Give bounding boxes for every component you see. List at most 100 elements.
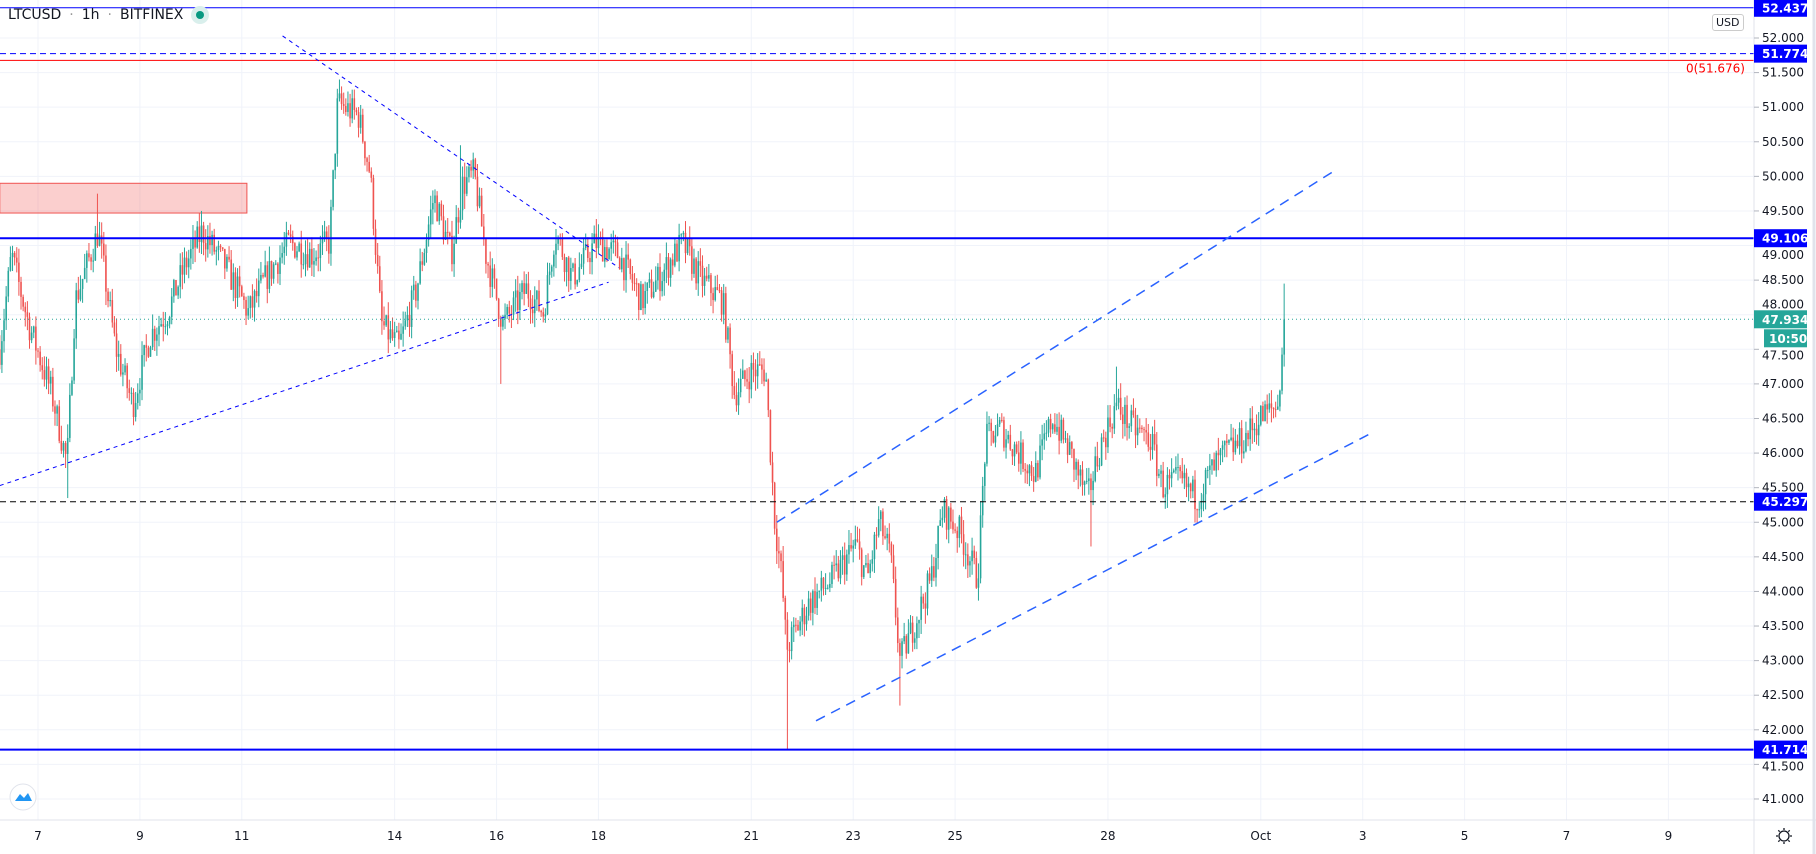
candle-down	[408, 314, 411, 327]
candle-down	[814, 591, 816, 608]
candle-up	[935, 558, 937, 578]
last-price-label-bg	[1754, 310, 1807, 329]
candle-up	[207, 236, 209, 250]
candle-up	[274, 263, 277, 265]
candle-up	[1045, 432, 1048, 434]
candle-up	[1047, 419, 1050, 433]
candle-up	[737, 392, 740, 406]
candle-up	[1279, 390, 1281, 407]
trendlines[interactable]: 0(51.676)	[0, 7, 1754, 751]
candle-up	[232, 272, 235, 290]
candle-down	[111, 300, 114, 323]
candle-down	[442, 216, 445, 240]
candle-up	[117, 353, 120, 357]
candle-down	[60, 440, 63, 451]
price-tick-label: 49.000	[1762, 248, 1804, 262]
candle-down	[1049, 419, 1052, 430]
trendline-channel-bottom[interactable]	[815, 431, 1374, 722]
candle-up	[550, 266, 553, 272]
candle-down	[1096, 456, 1099, 467]
candle-up	[272, 264, 275, 279]
candle-down	[13, 252, 16, 258]
candle-up	[249, 296, 252, 309]
candle-up	[846, 554, 848, 575]
candle-down	[26, 312, 29, 317]
market-status-icon[interactable]	[191, 6, 210, 24]
candle-down	[614, 240, 617, 243]
candle-up	[151, 328, 154, 348]
candle-down	[601, 237, 604, 262]
price-tick-label: 51.500	[1762, 66, 1804, 80]
candle-up	[453, 243, 455, 265]
candle-down	[105, 255, 107, 292]
candle-up	[1177, 467, 1179, 469]
tradingview-logo-icon[interactable]	[9, 783, 37, 811]
price-tick-label: 52.000	[1762, 31, 1804, 45]
candle-down	[795, 624, 797, 626]
candle-up	[45, 366, 48, 380]
candle-up	[1075, 461, 1077, 470]
candle-up	[332, 170, 334, 207]
candle-up	[1056, 426, 1058, 432]
candle-down	[376, 254, 379, 267]
candle-down	[1189, 483, 1192, 492]
candle-up	[62, 443, 65, 451]
candle-up	[56, 406, 58, 414]
candle-up	[183, 257, 186, 275]
candle-up	[1124, 404, 1126, 424]
candle-up	[1098, 465, 1101, 467]
candle-up	[986, 423, 988, 464]
candle-down	[882, 511, 884, 537]
candle-up	[1206, 469, 1209, 471]
candle-down	[90, 257, 92, 262]
candle-down	[875, 534, 878, 536]
candle-up	[886, 533, 888, 539]
candle-up	[410, 290, 413, 327]
candle-down	[366, 158, 368, 162]
candle-down	[1081, 469, 1084, 485]
candle-up	[1060, 419, 1063, 441]
candle-up	[848, 545, 850, 555]
candle-down	[1181, 471, 1184, 479]
candle-down	[421, 261, 424, 265]
candle-down	[731, 354, 733, 387]
candle-down	[1247, 432, 1249, 440]
candle-down	[659, 266, 661, 292]
candle-down	[701, 265, 704, 286]
candle-up	[722, 293, 725, 315]
candle-down	[20, 281, 22, 297]
candle-down	[1011, 449, 1014, 457]
price-label: 41.714	[1762, 743, 1808, 757]
trendline-ascending[interactable]	[0, 281, 609, 487]
candle-down	[945, 499, 948, 530]
candle-up	[680, 234, 683, 236]
candle-up	[1166, 474, 1169, 495]
candle-down	[1255, 428, 1258, 436]
resistance-zone[interactable]	[0, 182, 248, 214]
candle-up	[109, 300, 111, 302]
candle-down	[41, 365, 44, 371]
candle-down	[542, 312, 545, 317]
candle-up	[143, 345, 145, 356]
drawings[interactable]	[0, 182, 248, 214]
candle-up	[419, 261, 421, 284]
price-axis[interactable]: 41.000 41.500 42.000 42.500 43.000 43.500 44.0…	[1754, 31, 1804, 806]
candle-up	[820, 577, 823, 591]
candle-up	[816, 591, 818, 608]
currency-button[interactable]: USD	[1712, 14, 1744, 31]
candle-up	[525, 283, 528, 294]
settings-gear-icon[interactable]	[1776, 828, 1792, 844]
price-axis-bg[interactable]	[1754, 0, 1816, 820]
candle-down	[1037, 463, 1039, 478]
candle-down	[1077, 461, 1080, 476]
candle-down	[342, 104, 345, 106]
trendline-channel-top[interactable]	[776, 171, 1333, 523]
trendline-descending[interactable]	[282, 35, 620, 269]
candle-up	[1020, 442, 1022, 464]
candle-down	[684, 232, 687, 254]
time-axis[interactable]: 7 9 11 14 16 18 21 23 25 28 Oct 3 5 7 9	[34, 829, 1672, 843]
price-tick-label: 43.500	[1762, 619, 1804, 633]
candle-up	[553, 254, 555, 267]
symbol-legend[interactable]: LTCUSD · 1h · BITFINEX	[8, 6, 210, 24]
